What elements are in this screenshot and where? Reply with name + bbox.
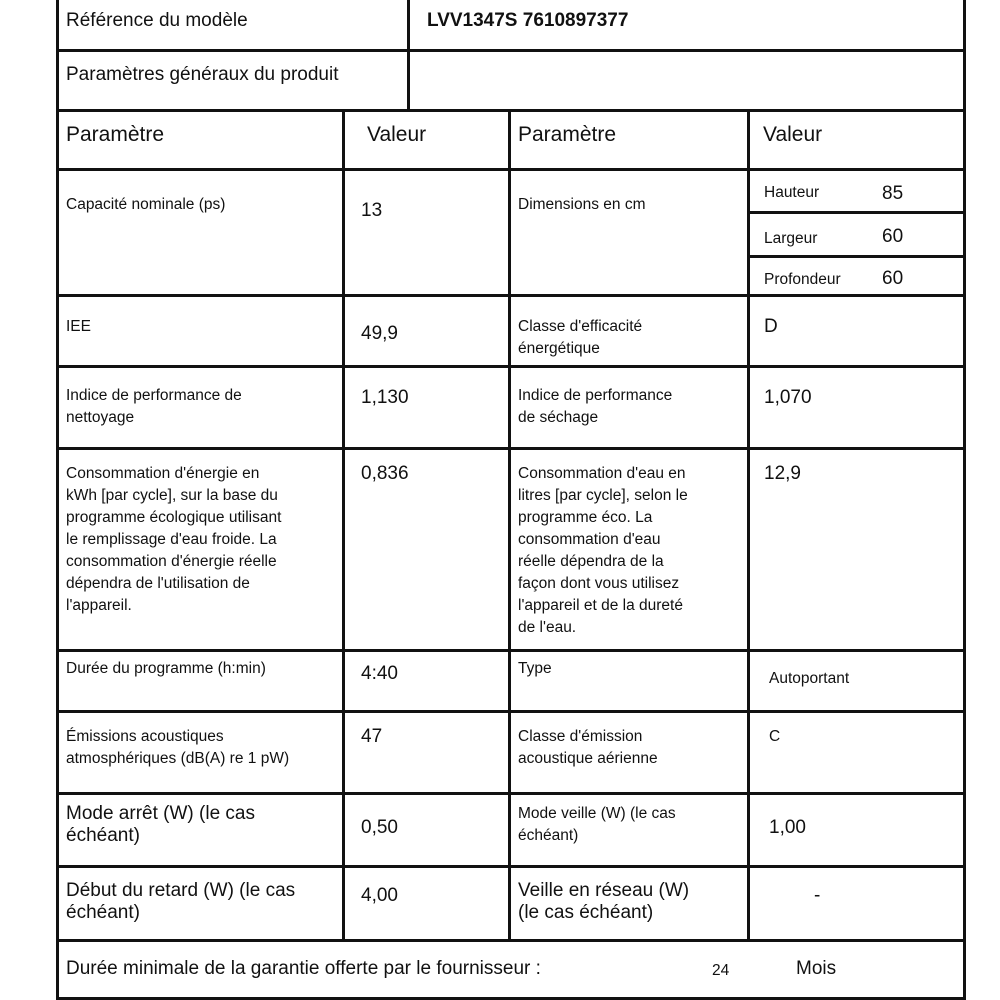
drying-performance-value: 1,070 — [764, 387, 812, 408]
table-divider — [750, 211, 965, 214]
standby-mode-value: 1,00 — [769, 817, 806, 838]
table-divider — [56, 649, 966, 652]
eei-label: IEE — [66, 318, 91, 335]
table-divider — [56, 168, 966, 171]
dimension-label-width: Largeur — [764, 230, 818, 247]
table-divider — [56, 294, 966, 297]
table-divider — [56, 710, 966, 713]
cleaning-performance-label: Indice de performance de nettoyage — [66, 387, 242, 426]
dimension-value-width: 60 — [882, 226, 904, 247]
water-consumption-label: Consommation d'eau en litres [par cycle]… — [518, 465, 688, 636]
nominal-capacity-value: 13 — [361, 200, 383, 221]
standby-mode-label: Mode veille (W) (le cas échéant) — [518, 805, 676, 844]
table-border — [56, 0, 59, 1000]
model-reference-value: LVV1347S 7610897377 — [427, 10, 629, 31]
eei-value: 49,9 — [361, 323, 398, 344]
table-divider — [56, 939, 966, 942]
table-divider — [56, 447, 966, 450]
table-divider — [750, 255, 965, 258]
water-consumption-value: 12,9 — [764, 463, 801, 484]
warranty-label: Durée minimale de la garantie offerte pa… — [66, 958, 541, 979]
type-value: Autoportant — [769, 670, 850, 687]
delay-start-value: 4,00 — [361, 885, 398, 906]
drying-performance-label: Indice de performance de séchage — [518, 387, 673, 426]
dimension-value-height: 85 — [882, 183, 904, 204]
energy-class-label: Classe d'efficacité énergétique — [518, 318, 643, 357]
warranty-unit: Mois — [796, 958, 837, 979]
network-standby-label: Veille en réseau (W) (le cas échéant) — [518, 880, 690, 923]
table-divider — [56, 865, 966, 868]
type-label: Type — [518, 660, 552, 677]
energy-consumption-label: Consommation d'énergie en kWh [par cycle… — [66, 465, 282, 614]
warranty-value: 24 — [712, 962, 730, 979]
general-parameters-label: Paramètres généraux du produit — [66, 64, 339, 85]
table-divider — [56, 365, 966, 368]
table-divider — [407, 0, 410, 110]
network-standby-value: - — [814, 885, 821, 906]
table-divider — [56, 792, 966, 795]
program-duration-label: Durée du programme (h:min) — [66, 660, 266, 677]
table-border — [963, 0, 966, 1000]
model-reference-label: Référence du modèle — [66, 10, 248, 31]
nominal-capacity-label: Capacité nominale (ps) — [66, 196, 226, 213]
dimension-value-depth: 60 — [882, 268, 904, 289]
dimensions-label: Dimensions en cm — [518, 196, 646, 213]
delay-start-label: Début du retard (W) (le cas échéant) — [66, 880, 296, 923]
column-header-parameter: Paramètre — [518, 123, 617, 146]
column-header-parameter: Paramètre — [66, 123, 165, 146]
noise-class-value: C — [769, 728, 781, 745]
noise-emissions-value: 47 — [361, 726, 383, 747]
table-divider — [56, 49, 966, 52]
off-mode-value: 0,50 — [361, 817, 398, 838]
energy-consumption-value: 0,836 — [361, 463, 409, 484]
column-header-value: Valeur — [763, 123, 823, 146]
column-header-value: Valeur — [367, 123, 427, 146]
dimension-label-height: Hauteur — [764, 184, 820, 201]
noise-emissions-label: Émissions acoustiques atmosphériques (dB… — [66, 728, 290, 767]
dimension-label-depth: Profondeur — [764, 271, 841, 288]
table-divider — [56, 109, 966, 112]
table-divider — [508, 110, 511, 940]
table-divider — [56, 997, 966, 1000]
table-divider — [747, 110, 750, 940]
off-mode-label: Mode arrêt (W) (le cas échéant) — [66, 803, 255, 846]
noise-class-label: Classe d'émission acoustique aérienne — [518, 728, 658, 767]
cleaning-performance-value: 1,130 — [361, 387, 409, 408]
program-duration-value: 4:40 — [361, 663, 398, 684]
energy-class-value: D — [764, 316, 778, 337]
table-divider — [342, 110, 345, 940]
